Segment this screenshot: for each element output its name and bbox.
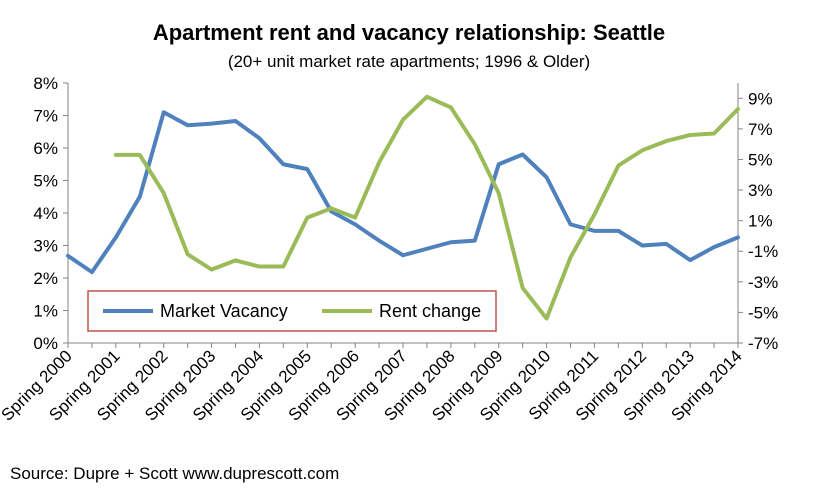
legend-box bbox=[87, 290, 497, 332]
chart-subtitle: (20+ unit market rate apartments; 1996 &… bbox=[227, 52, 591, 71]
left-axis-tick-label: 0% bbox=[33, 334, 58, 353]
right-axis-tick-label: 7% bbox=[748, 120, 773, 139]
left-axis-tick-label: 5% bbox=[33, 172, 58, 191]
left-axis-tick-label: 3% bbox=[33, 237, 58, 256]
right-axis-tick-label: 9% bbox=[748, 89, 773, 108]
legend-label-rent-change: Rent change bbox=[379, 301, 481, 321]
right-axis-tick-label: -5% bbox=[748, 303, 778, 322]
axes: 0% 1% 2% 3% 4% 5% 6% 7% 8% -7% -5% -3% -1% 1% 3% 5% 7% 9% bbox=[33, 74, 778, 353]
legend: Market Vacancy Rent change bbox=[87, 290, 497, 332]
chart-title: Apartment rent and vacancy relationship:… bbox=[152, 20, 666, 45]
left-axis-tick-label: 2% bbox=[33, 269, 58, 288]
right-axis-tick-label: 1% bbox=[748, 212, 773, 231]
legend-label-market-vacancy: Market Vacancy bbox=[160, 301, 288, 321]
series-lines bbox=[66, 94, 740, 321]
left-axis-tick-label: 4% bbox=[33, 204, 58, 223]
left-axis-tick-label: 6% bbox=[33, 139, 58, 158]
right-axis-tick-label: 3% bbox=[748, 181, 773, 200]
series-line-rent-change bbox=[113, 94, 740, 321]
right-axis-tick-label: -1% bbox=[748, 242, 778, 261]
series-line-market-vacancy bbox=[66, 110, 740, 275]
right-axis-tick-label: -3% bbox=[748, 273, 778, 292]
left-axis-tick-label: 7% bbox=[33, 107, 58, 126]
right-axis-tick-label: 5% bbox=[748, 150, 773, 169]
left-axis-tick-label: 1% bbox=[33, 302, 58, 321]
right-axis-tick-label: -7% bbox=[748, 334, 778, 353]
left-axis-tick-label: 8% bbox=[33, 74, 58, 93]
source-note: Source: Dupre + Scott www.duprescott.com bbox=[10, 464, 340, 483]
